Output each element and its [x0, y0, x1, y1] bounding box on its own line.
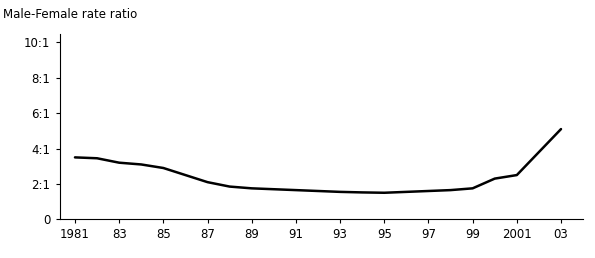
- Text: Male-Female rate ratio: Male-Female rate ratio: [3, 8, 137, 21]
